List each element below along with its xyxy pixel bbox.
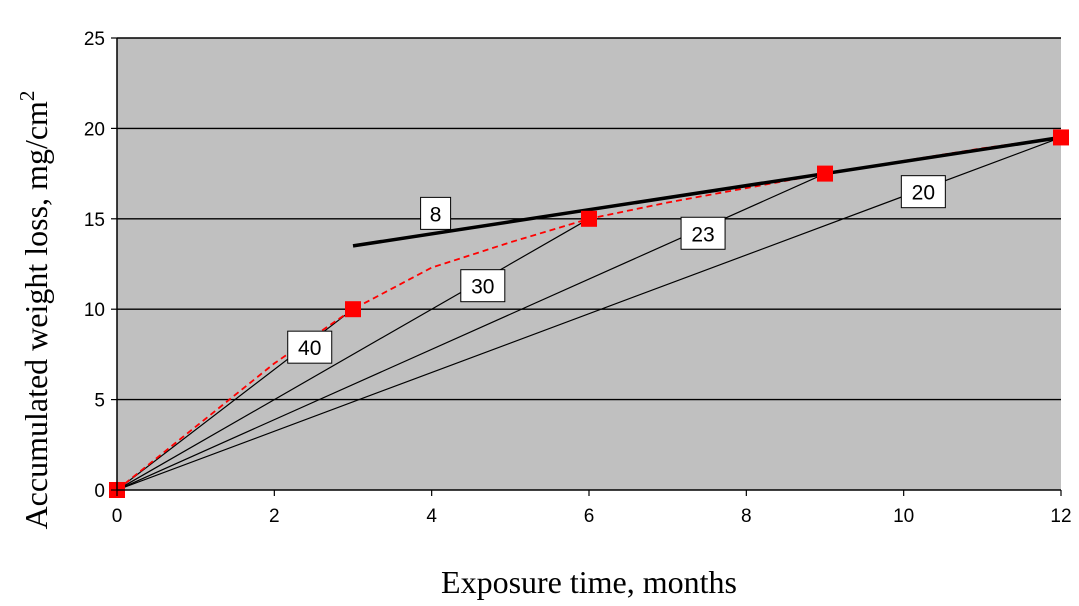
y-tick-label-5: 25 [84,29,105,50]
ray-label-20: 20 [900,175,946,209]
x-tick-label-4: 8 [741,506,752,527]
y-tick-label-1: 5 [94,391,105,412]
ray-label-box [287,330,333,364]
data-point-marker [817,165,833,182]
ray-labels: 40 30 23 20 8 [287,175,946,364]
ray-label-text: 20 [912,182,935,205]
x-tick-label-0: 0 [112,506,123,527]
ray-label-box [680,216,726,250]
ray-label-box [420,196,452,230]
ray-label-text: 40 [298,337,321,360]
y-tick-label-4: 20 [84,119,105,140]
y-axis-title-superscript: 2 [15,91,39,102]
y-tick-label-3: 15 [84,210,105,231]
ray-label-40: 40 [287,330,333,364]
series-layer [109,129,1069,498]
ray-label-text: 23 [691,223,714,246]
ray-line-30 [116,218,590,491]
y-axis-title: Accumulated weight loss, mg/cm2 [15,91,54,530]
x-tick-label-2: 4 [426,506,437,527]
ray-label-text: 30 [471,276,494,299]
x-axis-title: Exposure time, months [441,564,737,600]
x-tick-label-3: 6 [584,506,595,527]
ray-label-box [460,269,506,303]
y-tick-label-2: 10 [84,300,105,321]
plot-area [117,38,1061,490]
x-tick-label-1: 2 [269,506,280,527]
data-point-marker [1053,129,1069,146]
tick-labels: 0 5 10 15 20 25 0 2 4 6 8 10 12 [84,29,1072,527]
ray-label-text: 8 [430,203,442,226]
series-dashed-red [116,136,1062,491]
ray-label-30: 30 [460,269,506,303]
data-point-marker [345,301,361,318]
x-tick-label-5: 10 [893,506,914,527]
ray-label-23: 23 [680,216,726,250]
data-point-marker [581,210,597,227]
ray-label-8: 8 [420,196,452,230]
y-tick-label-0: 0 [94,481,105,502]
x-tick-label-6: 12 [1050,506,1071,527]
series-thick-black [352,135,1062,248]
y-axis-title-main: Accumulated weight loss, mg/cm [18,101,54,529]
ray-label-box [900,175,946,209]
